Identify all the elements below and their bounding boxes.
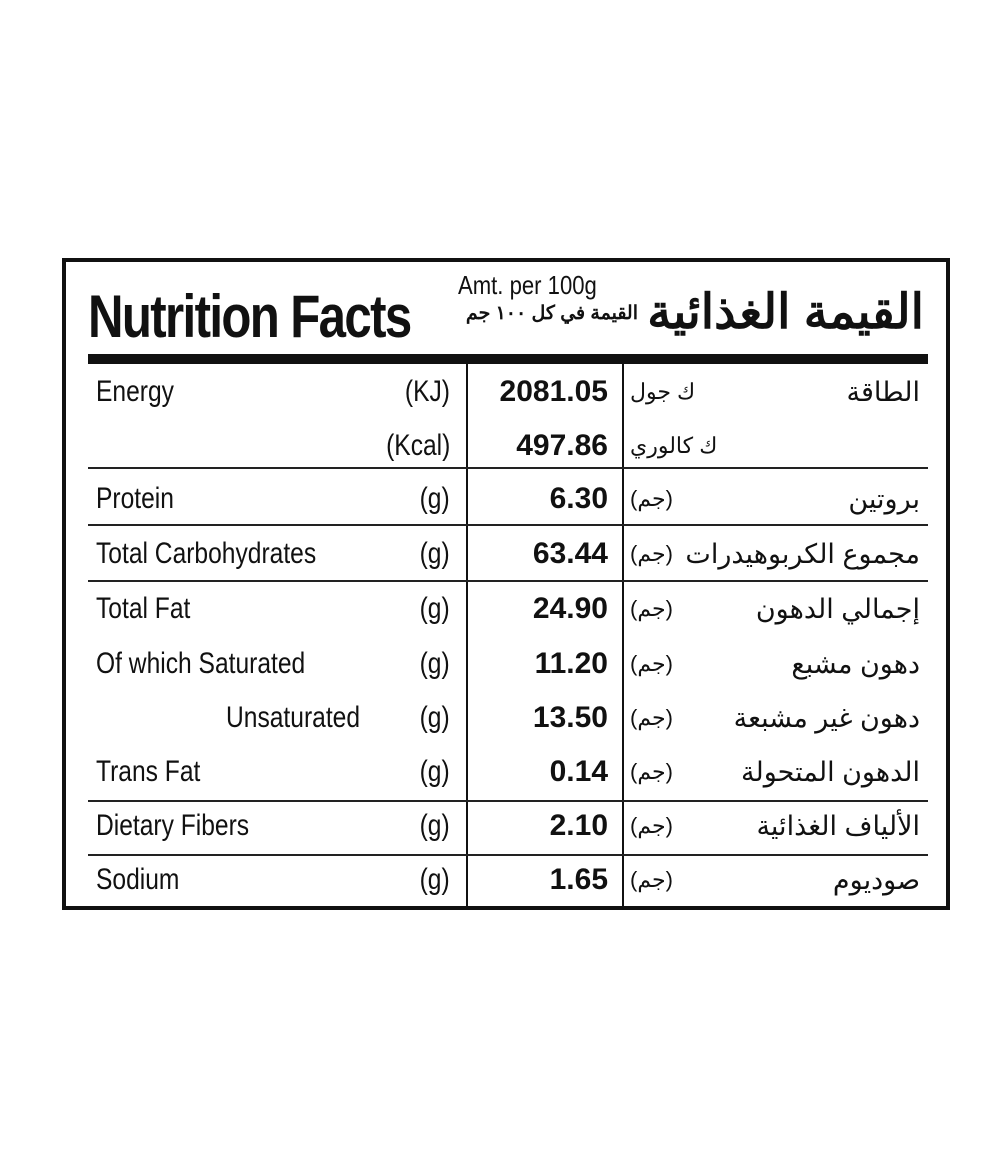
nutrient-unit: (g) — [419, 537, 450, 570]
nutrient-label-arabic: إجمالي الدهون — [755, 594, 920, 624]
nutrient-unit-arabic: (جم) — [630, 759, 673, 784]
nutrient-unit: (g) — [419, 755, 450, 788]
nutrient-label-arabic: الدهون المتحولة — [741, 757, 920, 787]
nutrient-unit: (g) — [419, 701, 450, 734]
nutrient-label: Energy — [96, 375, 174, 408]
nutrient-value: 0.14 — [549, 755, 608, 788]
nutrient-value: 2.10 — [549, 809, 608, 842]
column-divider — [466, 364, 468, 906]
nutrient-unit-arabic: (جم) — [630, 867, 673, 892]
nutrient-unit: (g) — [419, 647, 450, 680]
nutrient-label: Protein — [96, 482, 174, 515]
nutrient-label-arabic: دهون مشبع — [791, 649, 920, 679]
nutrient-label-arabic: الألياف الغذائية — [756, 811, 920, 841]
nutrient-label-arabic: الطاقة — [846, 377, 921, 407]
nutrient-value: 6.30 — [549, 482, 608, 515]
nutrient-label: Unsaturated — [226, 701, 361, 734]
nutrient-unit-arabic: (جم) — [630, 541, 673, 566]
row-divider — [88, 467, 928, 469]
nutrient-label: Dietary Fibers — [96, 809, 250, 842]
amount-per: Amt. per 100g — [458, 270, 597, 300]
nutrient-unit-arabic: (جم) — [630, 813, 673, 838]
nutrient-value: 24.90 — [532, 592, 608, 625]
nutrient-label: Of which Saturated — [96, 647, 306, 680]
nutrient-unit-arabic: (جم) — [630, 705, 673, 730]
nutrient-unit-arabic: ك كالوري — [630, 433, 718, 458]
nutrient-label: Sodium — [96, 863, 180, 896]
nutrient-label-arabic: دهون غير مشبعة — [733, 703, 920, 733]
nutrient-unit: (g) — [419, 809, 450, 842]
amount-per-arabic: القيمة في كل ١٠٠ جم — [465, 303, 638, 324]
nutrient-unit: (KJ) — [404, 375, 450, 408]
nutrient-value: 13.50 — [532, 701, 608, 734]
nutrient-value: 63.44 — [532, 537, 608, 570]
nutrient-label-arabic: بروتين — [848, 484, 920, 514]
header-rule — [88, 354, 928, 364]
nutrient-unit: (Kcal) — [385, 429, 450, 462]
nutrient-label-arabic: مجموع الكربوهيدرات — [685, 539, 920, 569]
column-divider — [622, 364, 624, 906]
nutrient-unit-arabic: (جم) — [630, 651, 673, 676]
nutrient-unit: (g) — [419, 592, 450, 625]
nutrient-unit-arabic: ك جول — [630, 379, 696, 404]
title: Nutrition Facts — [88, 283, 412, 350]
nutrient-unit-arabic: (جم) — [630, 596, 673, 621]
row-divider — [88, 854, 928, 856]
row-divider — [88, 580, 928, 582]
nutrient-value: 11.20 — [534, 647, 608, 680]
row-divider — [88, 800, 928, 802]
nutrient-unit: (g) — [419, 863, 450, 896]
nutrient-label: Total Carbohydrates — [96, 537, 317, 570]
nutrient-label-arabic: صوديوم — [832, 865, 920, 895]
nutrition-facts-label: Nutrition Facts Amt. per 100g القيمة في … — [62, 258, 950, 910]
nutrient-value: 1.65 — [549, 863, 608, 896]
nutrient-value: 2081.05 — [499, 375, 608, 408]
nutrient-label: Trans Fat — [96, 755, 201, 788]
nutrient-value: 497.86 — [516, 429, 608, 462]
nutrient-unit: (g) — [419, 482, 450, 515]
nutrient-label: Total Fat — [96, 592, 191, 625]
row-divider — [88, 524, 928, 526]
title-arabic: القيمة الغذائية — [647, 286, 924, 339]
nutrient-unit-arabic: (جم) — [630, 486, 673, 511]
